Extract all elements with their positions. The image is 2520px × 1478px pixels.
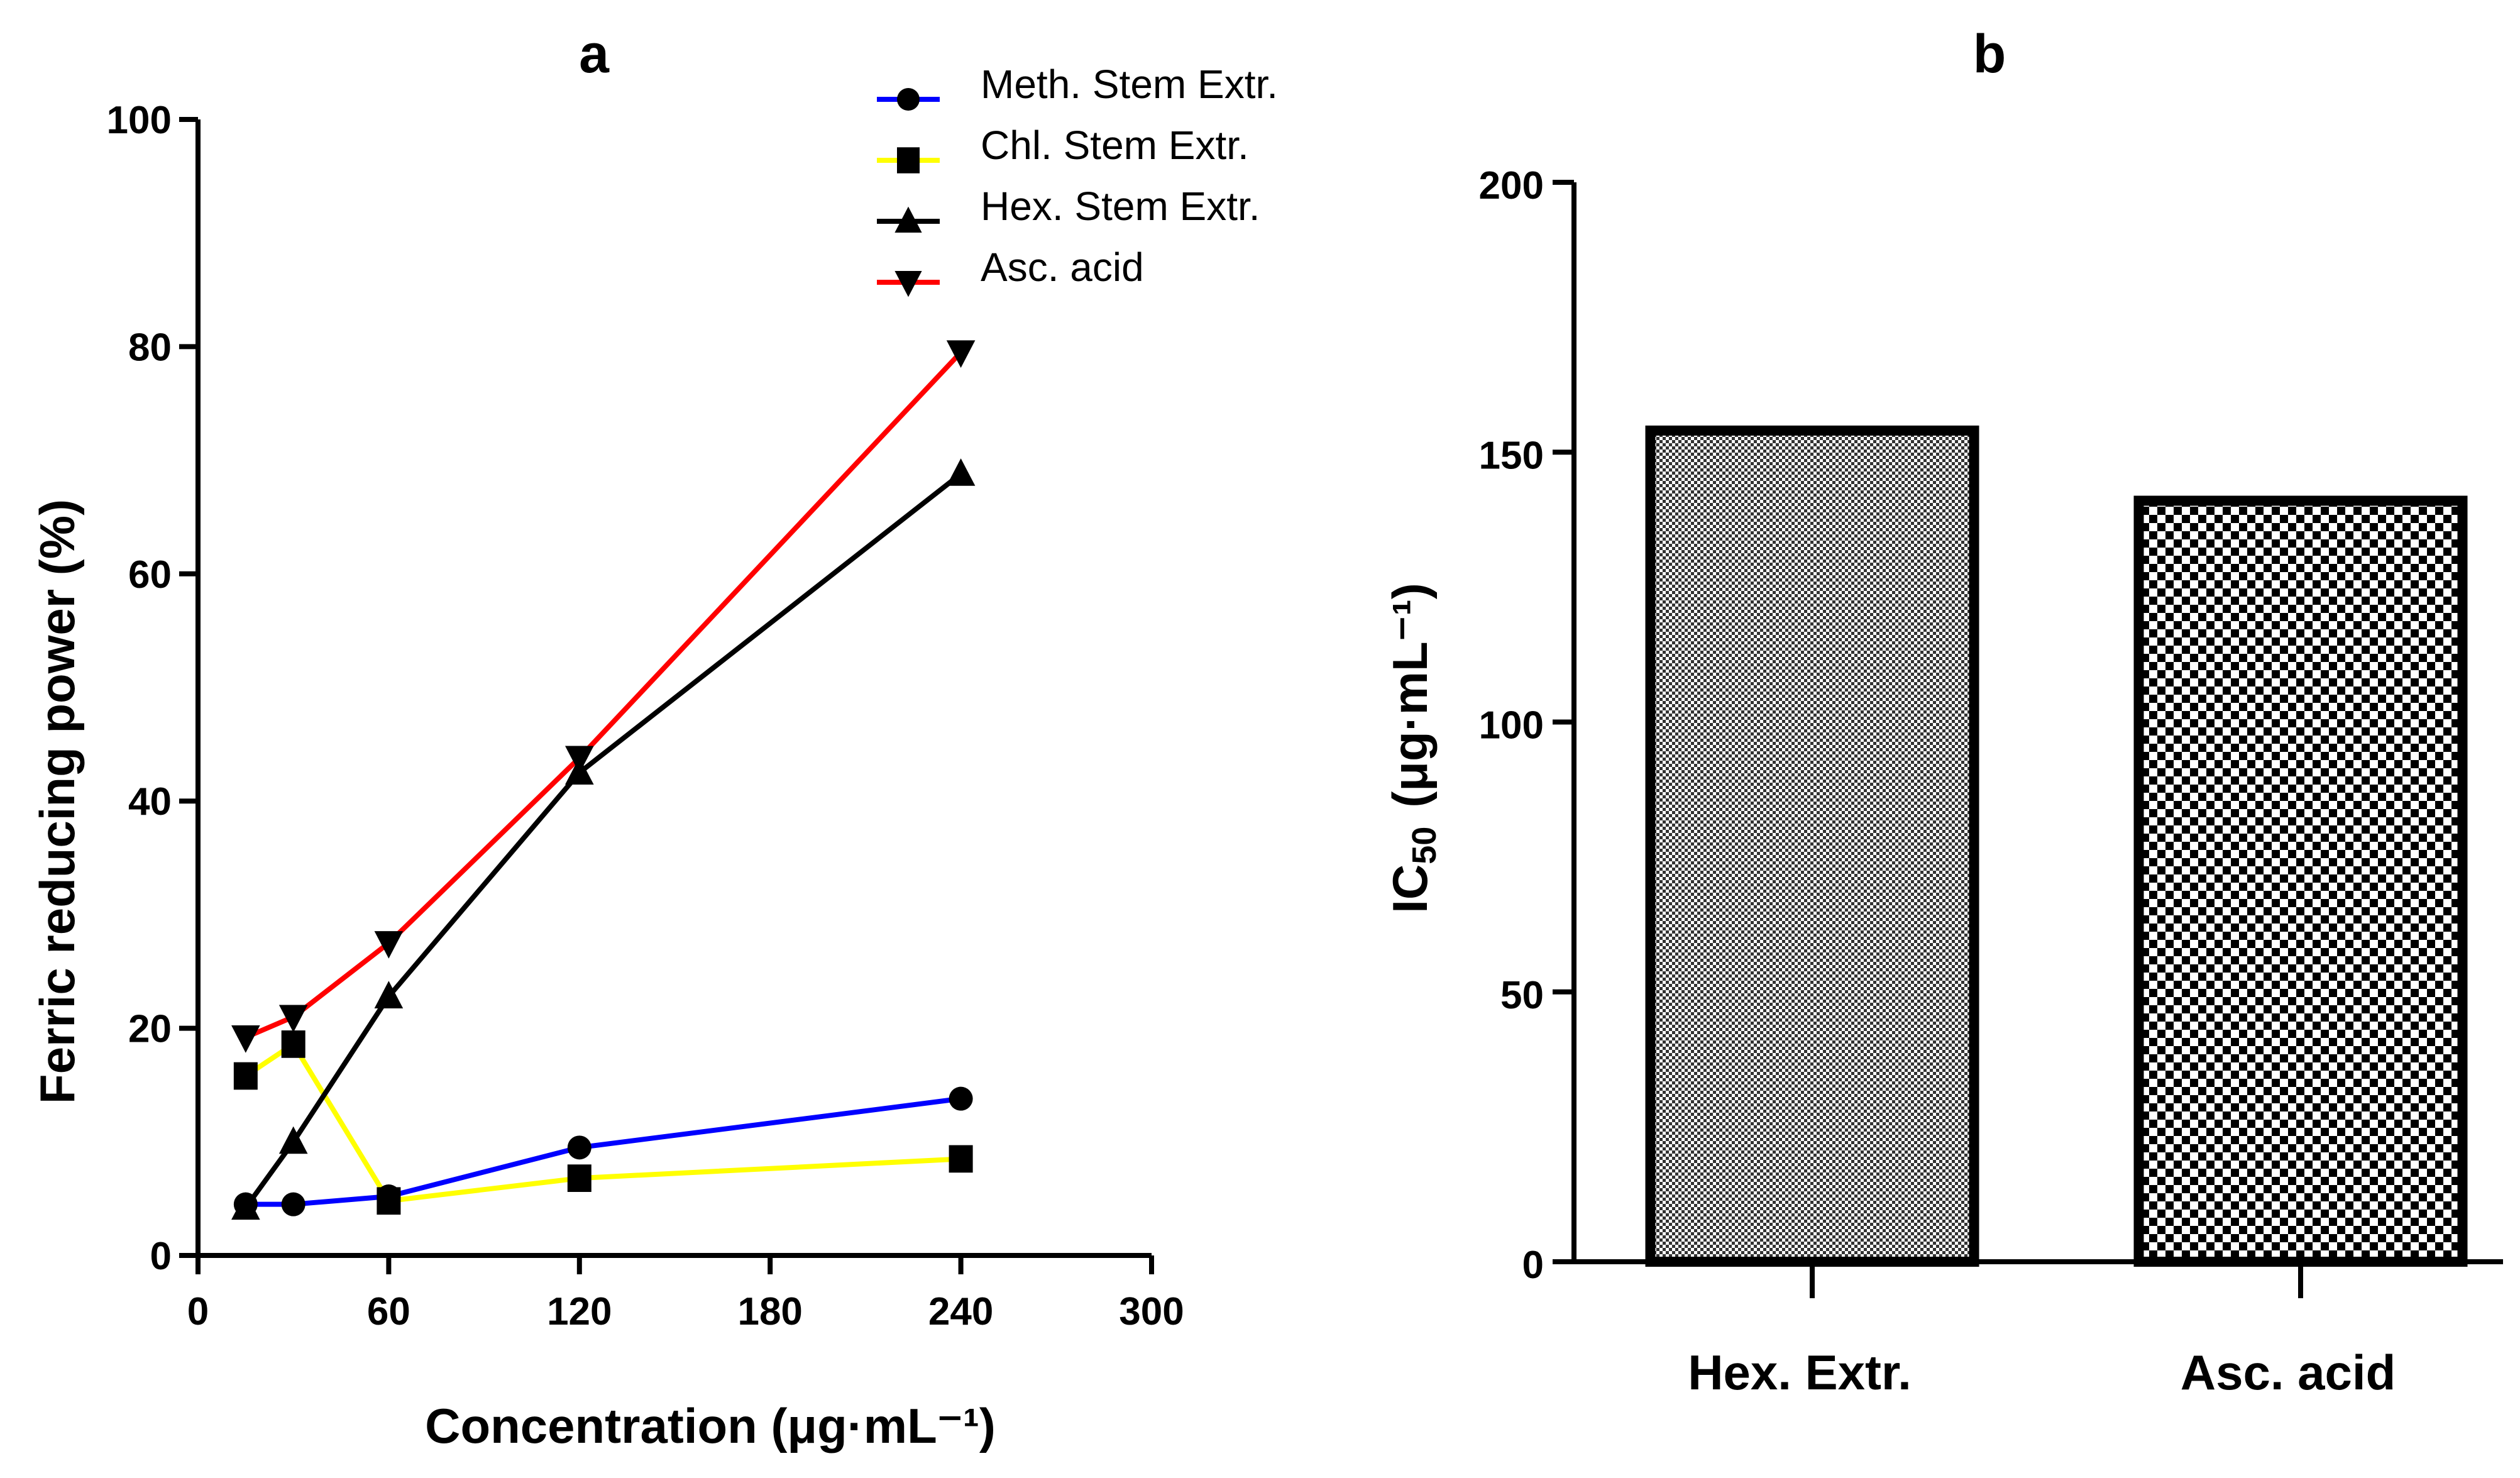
panel-a-series-4-point (231, 1025, 260, 1053)
panel-a-series-line-3 (243, 472, 963, 1210)
panel-b-category-label: Asc. acid (2181, 1345, 2396, 1400)
panel-a-series-2-point (567, 1164, 591, 1192)
panel-b-y-tick-label: 50 (1500, 974, 1544, 1017)
panel-b-bar-2 (2133, 495, 2468, 1267)
panel-b-y-tick-label: 200 (1479, 164, 1544, 207)
legend-marker-4 (894, 271, 922, 297)
panel-a-y-tick-label: 40 (128, 780, 172, 824)
panel-a-y-tick-label: 100 (107, 99, 172, 142)
panel-a-series-line-4 (245, 350, 963, 1040)
panel-a-x-tick-label: 180 (737, 1290, 802, 1333)
panel-a-series-4-point (278, 1005, 308, 1033)
panel-a-series-line-2 (244, 1040, 961, 1204)
panel-a-x-tick-label: 0 (187, 1290, 209, 1333)
panel-a-y-tick-label: 0 (150, 1235, 172, 1278)
legend-label-2: Chl. Stem Extr. (981, 123, 1249, 168)
panel-a-y-axis-title: Ferric reducing power (%) (30, 499, 85, 1104)
panel-a-series-2-point (949, 1145, 973, 1173)
legend-marker-1 (897, 88, 920, 111)
panel-b-label: b (1973, 24, 2006, 84)
panel-a-series-2-point (377, 1187, 401, 1215)
panel-a-series-4-point (565, 746, 594, 774)
panel-a-series-2-point (281, 1030, 305, 1058)
panel-a-series-3-point (946, 458, 976, 486)
panel-a-series-1-point (567, 1135, 591, 1160)
legend-label-4: Asc. acid (981, 245, 1144, 290)
panel-a-x-tick-label: 300 (1119, 1290, 1184, 1333)
panel-b-y-axis-title-subscript: 50 (1406, 827, 1443, 864)
legend-label-1: Meth. Stem Extr. (981, 62, 1278, 107)
panel-b-bar-1 (1645, 425, 1979, 1267)
panel-a-series-line-1 (245, 1096, 962, 1207)
panel-a-x-tick-label: 120 (547, 1290, 612, 1333)
panel-b-y-axis-title-unit: (μg·mL⁻¹) (1382, 583, 1438, 807)
panel-b-y-tick-label: 100 (1479, 704, 1544, 747)
panel-a-legend: Meth. Stem Extr. Chl. Stem Extr. Hex. Stem… (877, 62, 1278, 297)
panel-a-y-tick-label: 20 (128, 1008, 172, 1051)
panel-a-series-3-point (231, 1192, 260, 1220)
panel-a-series-3-point (278, 1126, 308, 1154)
panel-a-series-4-point (946, 340, 976, 368)
panel-a-y-tick-label: 80 (128, 326, 172, 369)
panel-a-chart: a 0 20 40 60 80 100 0 60 120 180 240 300 Ferric re… (30, 24, 1278, 1453)
panel-a-series-3-point (374, 981, 404, 1009)
panel-a-x-axis-title: Concentration (μg·mL⁻¹) (425, 1398, 996, 1453)
legend-marker-3 (894, 206, 922, 233)
legend-marker-2 (897, 147, 920, 174)
panel-a-label: a (579, 24, 610, 84)
panel-a-series-1-point (949, 1086, 973, 1111)
panel-a-x-tick-label: 240 (928, 1290, 993, 1333)
panel-b-y-tick-label: 0 (1522, 1244, 1544, 1287)
panel-a-series-4-point (374, 931, 404, 959)
panel-a-series-2-point (233, 1062, 258, 1090)
panel-b-y-axis-title: IC50 (μg·mL⁻¹) (1382, 583, 1443, 913)
legend-label-3: Hex. Stem Extr. (981, 184, 1260, 229)
panel-a-y-tick-label: 60 (128, 553, 172, 597)
panel-b-category-label: Hex. Extr. (1688, 1345, 1912, 1400)
panel-b-y-axis-title-main: IC (1382, 864, 1438, 913)
panel-b-y-tick-label: 150 (1479, 434, 1544, 477)
panel-a-x-tick-label: 60 (367, 1290, 410, 1333)
panel-a-series-1-point (281, 1192, 305, 1216)
